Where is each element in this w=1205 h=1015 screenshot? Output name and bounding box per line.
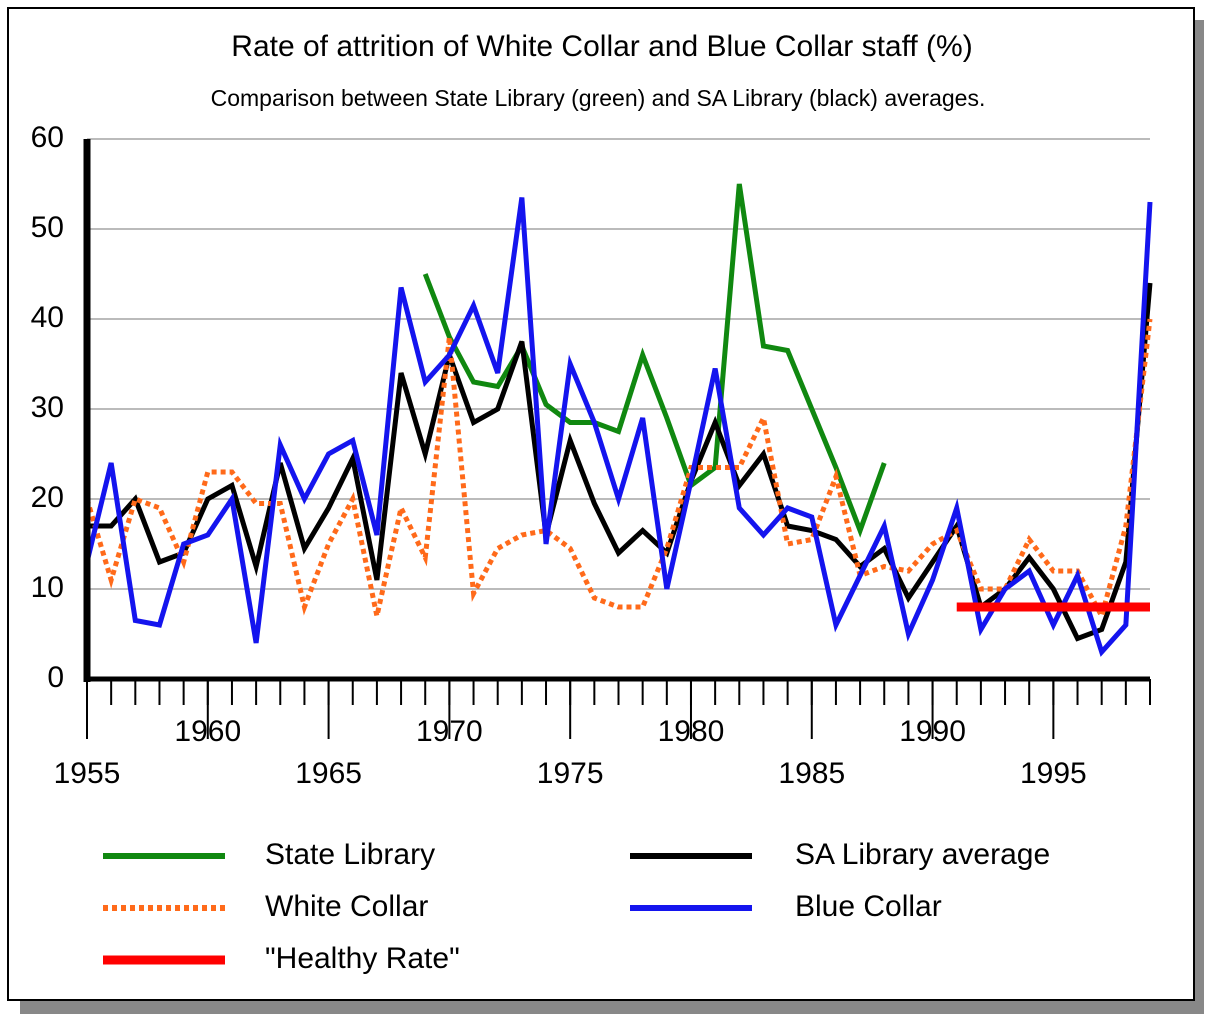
x-tick-label: 1985 [778,757,845,790]
series-line [422,183,887,538]
y-tick-label: 0 [47,661,64,694]
y-tick-label: 40 [31,301,64,334]
y-tick-label: 20 [31,481,64,514]
chart-title: Rate of attrition of White Collar and Bl… [231,30,972,63]
legend-label: Blue Collar [795,890,942,923]
legend-label: SA Library average [795,838,1050,871]
series-line [84,197,1153,657]
y-tick-label: 60 [31,121,64,154]
y-tick-label: 50 [31,211,64,244]
x-tick-label: 1995 [1020,757,1087,790]
x-tick-label: 1960 [174,715,241,748]
x-tick-label: 1955 [54,757,121,790]
x-tick-label: 1975 [537,757,604,790]
series-line [84,318,1153,623]
x-tick-label: 1990 [899,715,966,748]
legend-label: White Collar [265,890,428,923]
x-tick-label: 1970 [416,715,483,748]
legend-label: "Healthy Rate" [265,942,460,975]
y-tick-label: 10 [31,571,64,604]
chart-subtitle: Comparison between State Library (green)… [211,85,986,111]
legend-label: State Library [265,838,435,871]
x-tick-label: 1980 [658,715,725,748]
y-tick-label: 30 [31,391,64,424]
x-tick-label: 1965 [295,757,362,790]
